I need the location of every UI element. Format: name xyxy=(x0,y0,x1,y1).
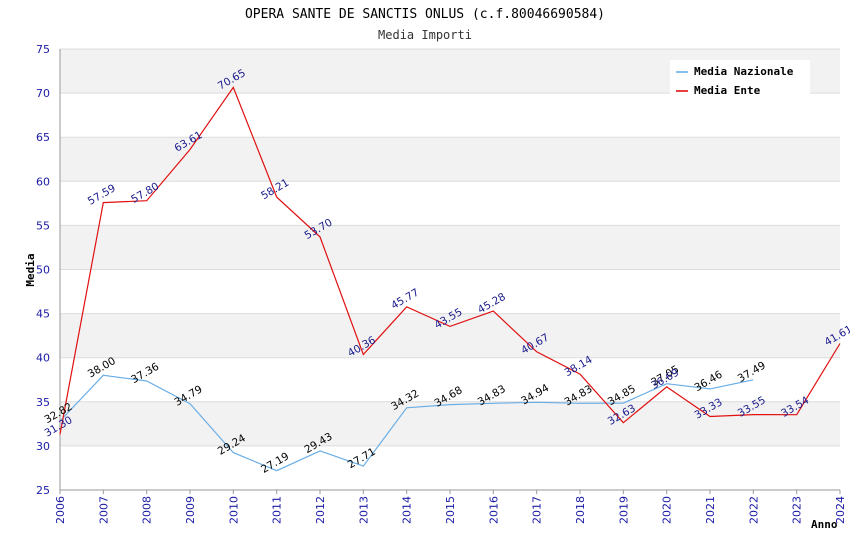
x-tick-label: 2022 xyxy=(747,496,760,524)
x-tick-label: 2007 xyxy=(97,496,110,524)
y-tick-label: 25 xyxy=(36,484,50,497)
y-tick-label: 65 xyxy=(36,131,50,144)
legend: Media Nazionale Media Ente xyxy=(670,60,810,98)
legend-label-media-nazionale: Media Nazionale xyxy=(694,65,794,78)
plot-band xyxy=(60,93,840,138)
x-axis-label: Anno xyxy=(811,518,838,531)
plot-band xyxy=(60,445,840,490)
x-tick-label: 2009 xyxy=(184,496,197,524)
y-tick-label: 30 xyxy=(36,440,50,453)
series-line-media-ente xyxy=(59,86,841,435)
x-tick-label: 2015 xyxy=(444,496,457,524)
plot-band xyxy=(60,181,840,226)
x-tick-label: 2020 xyxy=(661,496,674,524)
x-tick-label: 2008 xyxy=(141,496,154,524)
x-tick-label: 2010 xyxy=(227,496,240,524)
x-tick-label: 2013 xyxy=(357,496,370,524)
x-tick-label: 2016 xyxy=(487,496,500,524)
x-tick-label: 2011 xyxy=(271,496,284,524)
x-tick-label: 2012 xyxy=(314,496,327,524)
x-tick-label: 2019 xyxy=(617,496,630,524)
plot-band xyxy=(60,225,840,270)
y-tick-label: 40 xyxy=(36,352,50,365)
plot-band xyxy=(60,401,840,446)
plot-band xyxy=(60,357,840,402)
plot-band xyxy=(60,313,840,358)
plot-band xyxy=(60,137,840,182)
y-tick-label: 55 xyxy=(36,219,50,232)
series-lines xyxy=(59,86,841,472)
y-tick-label: 75 xyxy=(36,43,50,56)
x-tick-label: 2024 xyxy=(834,496,847,524)
chart-subtitle: Media Importi xyxy=(378,28,472,42)
plot-background xyxy=(60,49,840,490)
x-tick-label: 2021 xyxy=(704,496,717,524)
series-line-media-nazionale xyxy=(59,374,754,472)
plot-band xyxy=(60,269,840,314)
y-tick-label: 35 xyxy=(36,396,50,409)
y-tick-label: 50 xyxy=(36,264,50,277)
y-tick-label: 60 xyxy=(36,175,50,188)
x-tick-label: 2006 xyxy=(54,496,67,524)
legend-label-media-ente: Media Ente xyxy=(694,84,761,97)
legend-box xyxy=(670,60,810,98)
y-tick-label: 70 xyxy=(36,87,50,100)
y-axis-label: Media xyxy=(24,253,37,286)
x-axis-ticks: 2006 2007 2008 2009 2010 2011 2012 2013 2014 2015… xyxy=(54,490,847,524)
chart-title: OPERA SANTE DE SANCTIS ONLUS (c.f.800466… xyxy=(245,7,605,22)
y-tick-label: 45 xyxy=(36,308,50,321)
x-tick-label: 2017 xyxy=(531,496,544,524)
x-tick-label: 2014 xyxy=(401,496,414,524)
x-tick-label: 2023 xyxy=(791,496,804,524)
x-tick-label: 2018 xyxy=(574,496,587,524)
y-axis-ticks: 25 30 35 40 45 50 55 60 65 70 75 xyxy=(36,43,50,497)
